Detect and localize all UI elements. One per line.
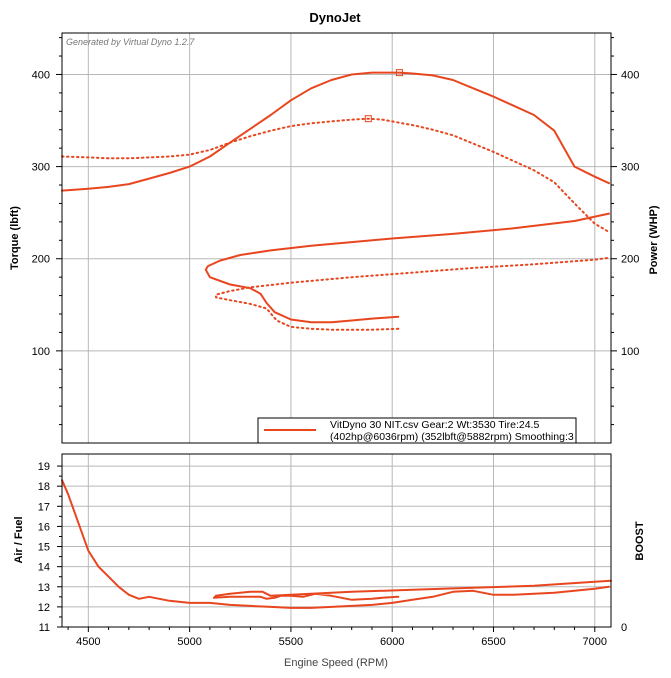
power-tick-label: 100: [621, 346, 639, 358]
boost-tick-label: 0: [621, 622, 627, 634]
x-tick-label: 7000: [583, 636, 607, 648]
afr-tick-label: 14: [38, 562, 50, 574]
afr-tick-label: 12: [38, 602, 50, 614]
top-series: [61, 69, 610, 331]
power-axis-label: Power (WHP): [648, 205, 660, 274]
top-grid: [62, 33, 611, 443]
top-series-2-line: [61, 71, 610, 192]
afr-tick-label: 15: [38, 542, 50, 554]
generator-watermark: Generated by Virtual Dyno 1.2.7: [66, 37, 195, 47]
x-tick-label: 5000: [177, 636, 201, 648]
top-series-4-line: [61, 117, 610, 233]
x-tick-label: 6000: [380, 636, 404, 648]
power-tick-label: 400: [621, 69, 639, 81]
bottom-series-2-line: [212, 579, 612, 601]
torque-axis-label: Torque (lbft): [9, 206, 21, 270]
torque-tick-label: 400: [32, 69, 50, 81]
torque-tick-label: 200: [32, 254, 50, 266]
bottom-series: [61, 479, 612, 609]
afr-tick-label: 13: [38, 582, 50, 594]
x-tick-label: 6500: [481, 636, 505, 648]
legend-line-1: VitDyno 30 NIT.csv Gear:2 Wt:3530 Tire:2…: [330, 419, 539, 431]
top-series-4-peak-marker: [364, 115, 372, 123]
bottom-grid: [62, 454, 611, 627]
torque-tick-label: 100: [32, 346, 50, 358]
boost-axis-label: BOOST: [634, 521, 646, 560]
legend-line-2: (402hp@6036rpm) (352lbft@5882rpm) Smooth…: [330, 431, 574, 443]
afr-tick-label: 17: [38, 501, 50, 513]
bottom-axis-ticks: 4500 5000 5500 6000 6500 7000 11 12 13 14 15 16 17 18…: [38, 461, 627, 648]
torque-tick-label: 300: [32, 162, 50, 174]
air-fuel-axis-label: Air / Fuel: [13, 516, 25, 563]
chart-title: DynoJet: [309, 10, 361, 25]
top-axis-ticks: 100 100 200 200 300 300 400 400: [32, 37, 639, 426]
legend: VitDyno 30 NIT.csv Gear:2 Wt:3530 Tire:2…: [257, 417, 577, 444]
power-tick-label: 300: [621, 162, 639, 174]
x-tick-label: 5500: [279, 636, 303, 648]
top-plot-frame: [61, 32, 612, 444]
bottom-plot-frame: [61, 453, 612, 628]
bottom-series-1-line: [61, 479, 610, 609]
x-tick-label: 4500: [76, 636, 100, 648]
top-series-3-line: [215, 256, 610, 331]
afr-tick-label: 11: [39, 622, 50, 634]
afr-tick-label: 19: [38, 461, 50, 473]
top-series-1-line: [204, 212, 610, 324]
afr-tick-label: 18: [38, 481, 50, 493]
power-tick-label: 200: [621, 254, 639, 266]
rpm-axis-label: Engine Speed (RPM): [284, 657, 388, 669]
afr-tick-label: 16: [38, 521, 50, 533]
